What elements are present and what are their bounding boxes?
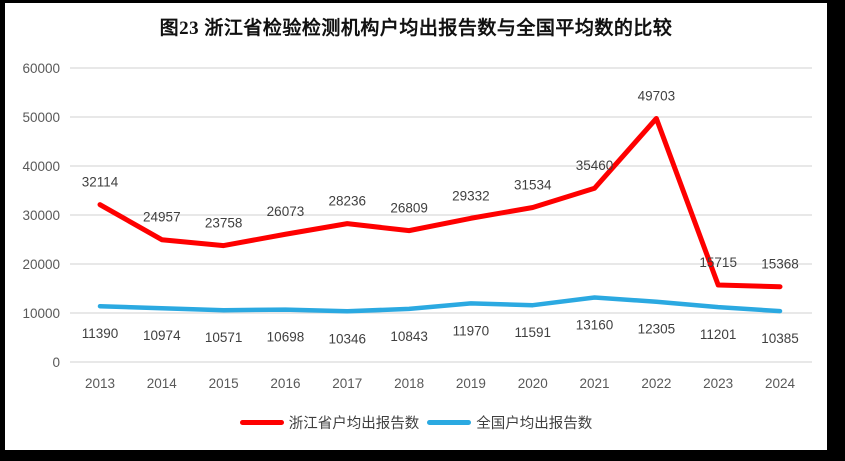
y-axis-tick-label: 30000: [22, 208, 60, 223]
x-axis-tick-label: 2015: [209, 376, 239, 391]
data-label: 11591: [514, 325, 551, 340]
y-axis-tick-label: 40000: [22, 159, 60, 174]
data-label: 15368: [761, 257, 799, 272]
x-axis-tick-label: 2020: [518, 376, 548, 391]
data-label: 10571: [205, 330, 243, 345]
data-label: 11390: [82, 326, 119, 341]
data-label: 35460: [576, 158, 614, 173]
x-axis-tick-label: 2021: [580, 376, 610, 391]
data-label: 12305: [638, 322, 676, 337]
x-axis-tick-label: 2014: [147, 376, 178, 391]
data-label: 10698: [267, 330, 305, 345]
x-axis-tick-label: 2019: [456, 376, 486, 391]
x-axis-tick-label: 2022: [641, 376, 671, 391]
data-label: 11201: [700, 327, 737, 342]
y-axis-tick-label: 60000: [22, 61, 60, 76]
data-label: 10346: [328, 331, 366, 346]
data-label: 29332: [452, 188, 490, 203]
x-axis-tick-label: 2024: [765, 376, 796, 391]
data-label: 26073: [267, 204, 305, 219]
data-label: 10385: [761, 331, 799, 346]
data-label: 10843: [390, 329, 428, 344]
national-line-swatch-icon: [427, 419, 472, 425]
legend-label-zhejiang: 浙江省户均出报告数: [288, 415, 420, 432]
legend-item-zhejiang: 浙江省户均出报告数: [239, 412, 420, 433]
series-line-national: [97, 295, 783, 314]
data-label: 31534: [514, 177, 552, 192]
data-label: 26809: [390, 201, 428, 216]
y-axis-tick-label: 50000: [22, 110, 60, 125]
x-axis-tick-label: 2017: [332, 376, 362, 391]
legend-item-national: 全国户均出报告数: [427, 412, 592, 433]
data-label: 13160: [576, 318, 614, 333]
chart-title: 图23 浙江省检验检测机构户均出报告数与全国平均数的比较: [159, 18, 673, 39]
y-axis-tick-label: 20000: [22, 257, 60, 272]
series-line-zhejiang: [97, 115, 783, 290]
legend-label-national: 全国户均出报告数: [476, 415, 593, 432]
data-label: 32114: [82, 175, 119, 190]
data-label: 11970: [453, 323, 490, 338]
zhejiang-line-swatch-icon: [239, 419, 284, 425]
x-axis-tick-label: 2016: [270, 376, 300, 391]
data-label: 15715: [699, 255, 737, 270]
data-label: 24957: [143, 210, 181, 225]
data-label: 23758: [205, 216, 243, 231]
data-label: 28236: [328, 194, 366, 209]
chart-legend: 浙江省户均出报告数 全国户均出报告数: [5, 411, 827, 433]
y-axis-tick-label: 0: [52, 355, 60, 370]
y-axis-tick-label: 10000: [22, 306, 60, 321]
x-axis-tick-label: 2013: [85, 376, 115, 391]
x-axis-tick-label: 2023: [703, 376, 733, 391]
data-label: 49703: [638, 88, 676, 103]
data-label: 10974: [143, 328, 181, 343]
x-axis-tick-label: 2018: [394, 376, 424, 391]
